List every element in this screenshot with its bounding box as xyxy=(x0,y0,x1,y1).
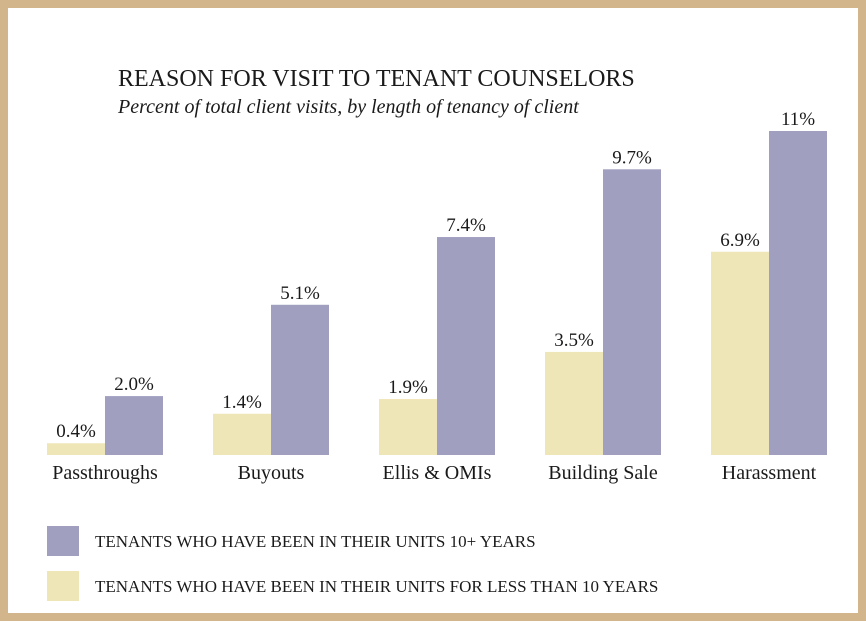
value-label: 9.7% xyxy=(612,147,652,168)
bar xyxy=(105,396,163,455)
bar xyxy=(379,399,437,455)
x-tick-label: Harassment xyxy=(722,462,817,484)
legend-swatch xyxy=(47,571,79,601)
value-label: 11% xyxy=(781,109,815,130)
bar xyxy=(437,237,495,455)
x-tick-label: Passthroughs xyxy=(52,462,158,484)
value-label: 2.0% xyxy=(114,374,154,395)
value-label: 3.5% xyxy=(554,330,594,351)
value-label: 1.4% xyxy=(222,392,262,413)
legend-label: TENANTS WHO HAVE BEEN IN THEIR UNITS FOR… xyxy=(95,577,658,596)
legend-swatch xyxy=(47,526,79,556)
legend-label: TENANTS WHO HAVE BEEN IN THEIR UNITS 10+… xyxy=(95,532,536,551)
bar xyxy=(603,169,661,456)
value-label: 6.9% xyxy=(720,230,760,251)
bar xyxy=(47,443,105,455)
bar xyxy=(271,304,329,455)
x-tick-label: Ellis & OMIs xyxy=(383,462,492,484)
bar xyxy=(711,251,769,455)
chart-title: REASON FOR VISIT TO TENANT COUNSELORS xyxy=(118,66,635,92)
value-label: 1.9% xyxy=(388,377,428,398)
value-label: 0.4% xyxy=(56,421,96,442)
chart-subtitle: Percent of total client visits, by lengt… xyxy=(117,96,579,118)
value-label: 7.4% xyxy=(446,215,486,236)
bar xyxy=(769,131,827,455)
bar xyxy=(213,413,271,455)
bar xyxy=(545,351,603,455)
value-label: 5.1% xyxy=(280,283,320,304)
x-tick-label: Building Sale xyxy=(548,462,658,484)
x-tick-label: Buyouts xyxy=(238,462,305,484)
